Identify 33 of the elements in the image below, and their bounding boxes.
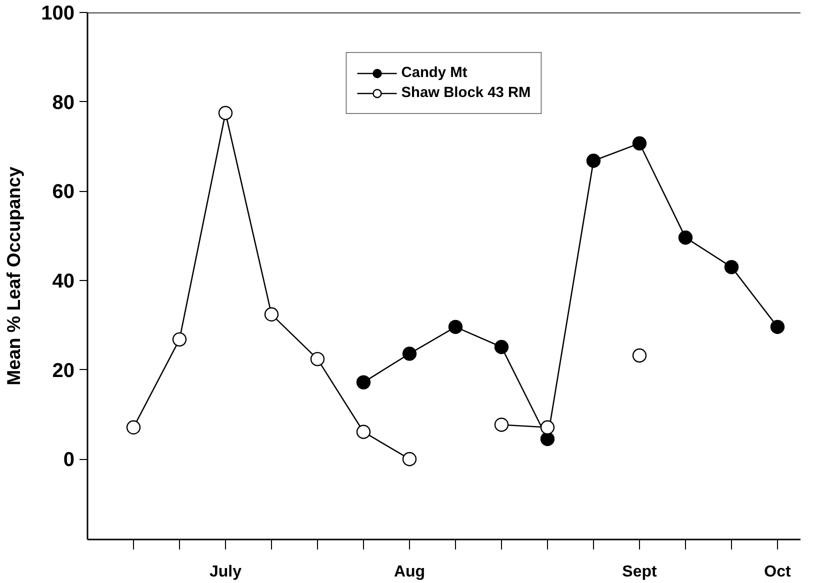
- y-tick-label: 0: [63, 449, 74, 472]
- point: [724, 260, 739, 274]
- legend-label: Shaw Block 43 RM: [401, 85, 531, 101]
- point: [678, 230, 693, 245]
- point: [402, 346, 417, 361]
- point: [402, 452, 417, 466]
- x-tick-label: Sept: [622, 564, 658, 580]
- point: [264, 307, 279, 322]
- y-tick-label: 100: [41, 2, 75, 24]
- point: [770, 320, 785, 334]
- y-axis-title: Mean % Leaf Occupancy: [3, 166, 24, 386]
- point: [586, 154, 601, 168]
- legend-label: Candy Mt: [401, 65, 468, 81]
- point: [310, 352, 325, 366]
- point: [126, 420, 141, 434]
- point: [632, 348, 647, 363]
- point: [494, 340, 509, 354]
- x-tick-label: July: [209, 564, 242, 580]
- point: [632, 136, 647, 150]
- point: [494, 418, 509, 432]
- y-tick-label: 20: [52, 360, 75, 382]
- y-tick-label: 80: [52, 92, 75, 114]
- point: [540, 420, 555, 434]
- point: [218, 106, 233, 120]
- point: [448, 320, 463, 334]
- point: [356, 424, 371, 439]
- point: [356, 375, 371, 390]
- y-tick-label: 40: [52, 270, 75, 292]
- point: [172, 332, 187, 347]
- x-tick-label: Aug: [394, 564, 426, 580]
- point: [540, 432, 555, 446]
- x-tick-label: Oct: [764, 564, 792, 580]
- y-tick-label: 60: [52, 181, 75, 204]
